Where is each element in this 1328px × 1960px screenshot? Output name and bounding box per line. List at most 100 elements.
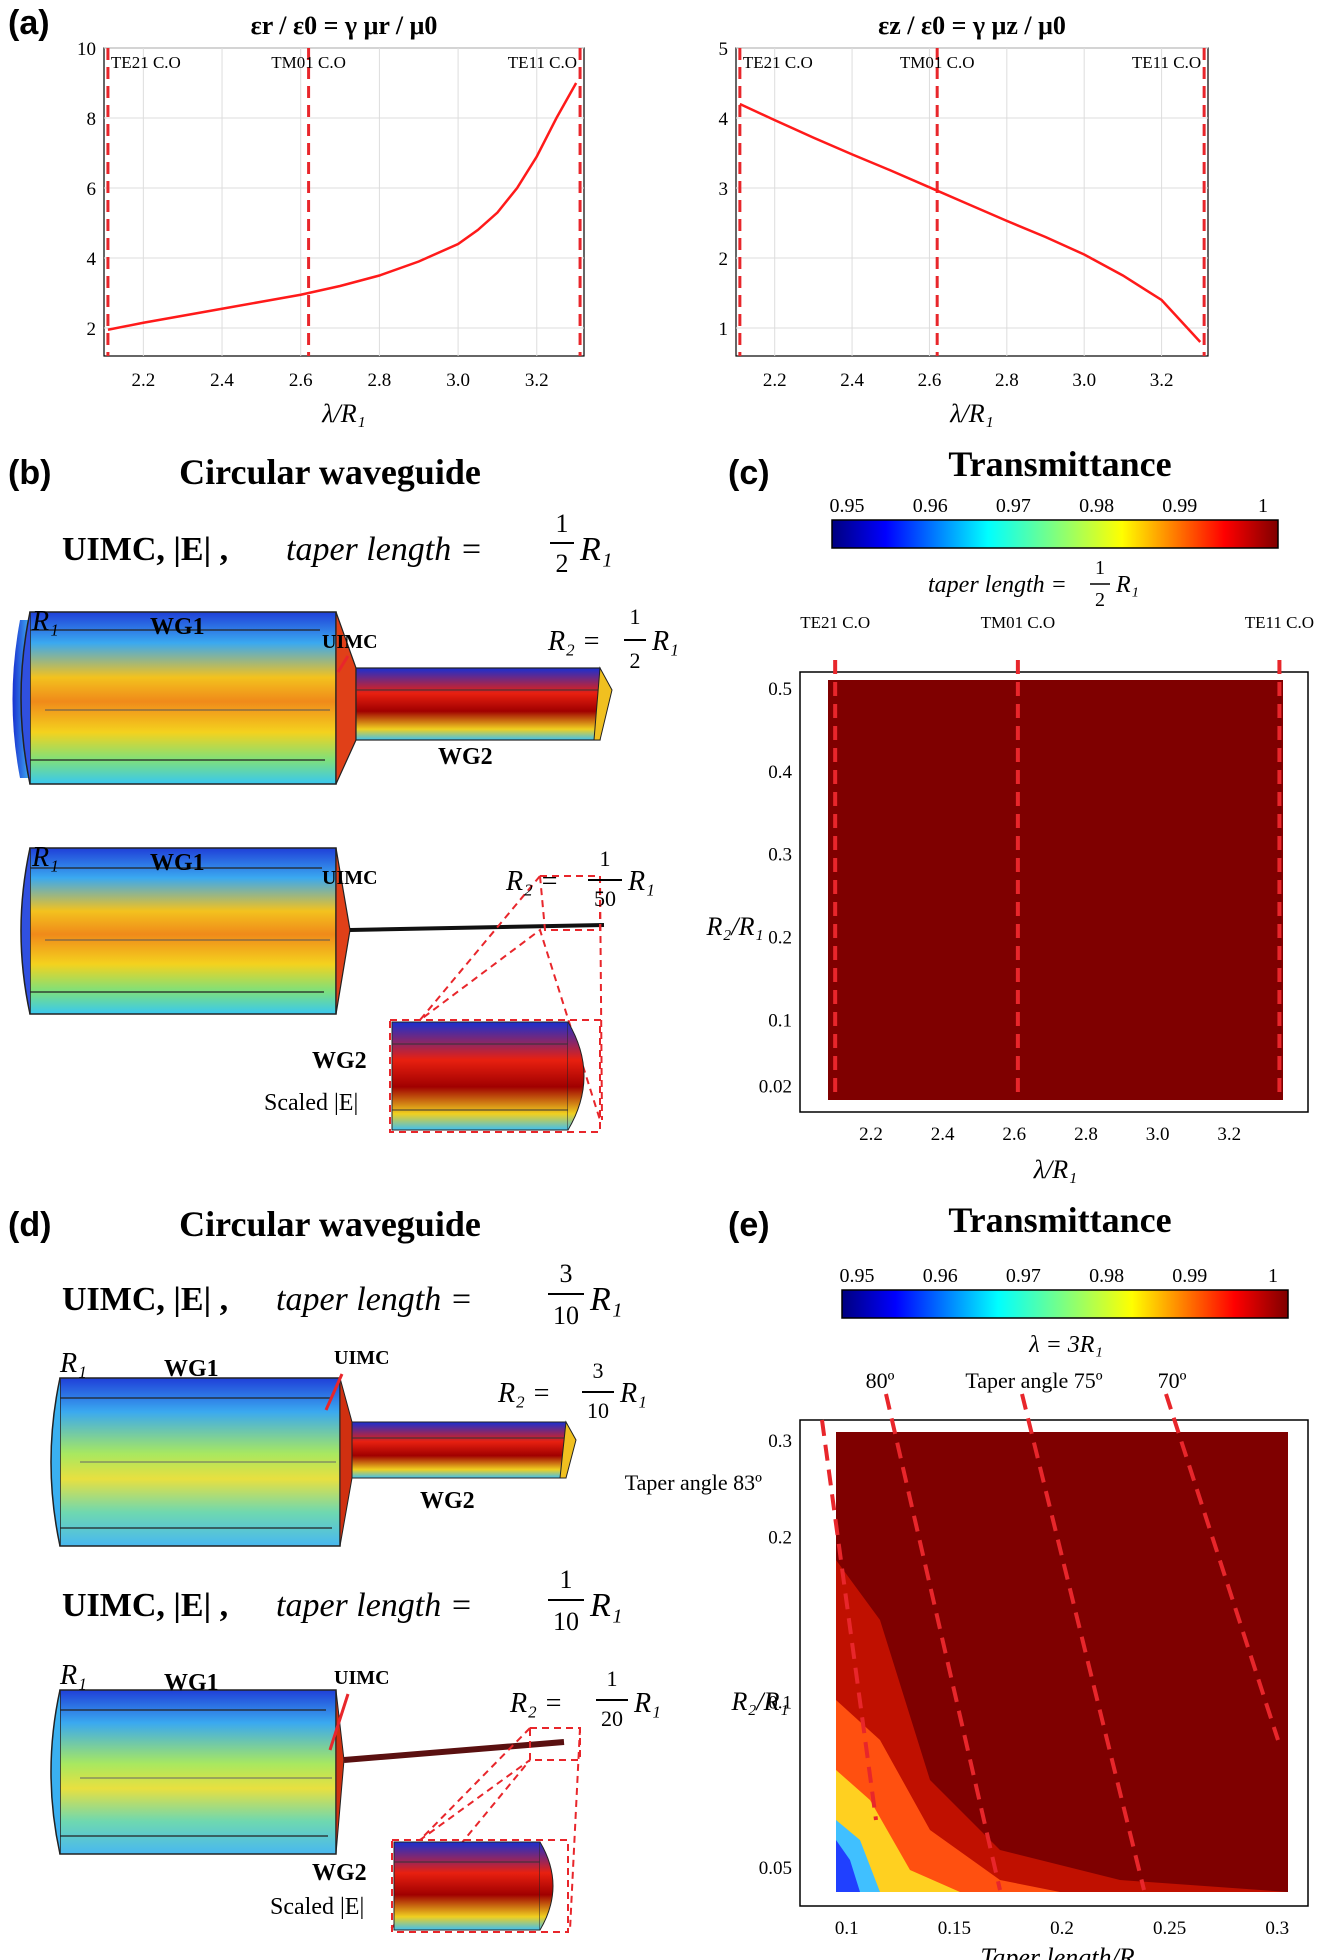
series-line xyxy=(107,82,578,331)
taper-angle-label: 70º xyxy=(1158,1368,1187,1393)
label-r1-b-top: R₁ xyxy=(31,606,59,637)
panel-d-sub2-expr: taper length = xyxy=(276,1587,473,1624)
uimc-arrow-d2 xyxy=(328,1693,350,1751)
cutoff-label: TE21 C.O xyxy=(743,53,813,72)
x-tick-label: 2.6 xyxy=(1002,1124,1026,1145)
panel-d-sub1: UIMC, |E| , xyxy=(62,1281,228,1318)
colorbar-tick-label: 0.97 xyxy=(1006,1265,1041,1287)
taper-angle-line xyxy=(1020,1393,1146,1891)
chart-title: εz / ε0 = γ μz / μ0 xyxy=(878,11,1066,40)
line-chart-epsilon-r: 2.2 2.4 2.6 2.8 3.0 3.2 2 4 6 8 10 εr / ε0 = γ μr /… xyxy=(77,11,585,428)
label-wg2-b-bottom: WG2 xyxy=(312,1048,367,1074)
x-tick-label: 3.2 xyxy=(525,370,549,391)
chart-title: εr / ε0 = γ μr / μ0 xyxy=(251,11,438,40)
y-axis-label: R₂/R₁ xyxy=(730,1687,788,1716)
colorbar-tick-label: 0.95 xyxy=(830,495,865,517)
r2-den-d-top: 10 xyxy=(587,1398,609,1423)
panel-letter-c: (c) xyxy=(728,454,770,492)
taper-angle-label: 80º xyxy=(866,1368,895,1393)
cutoff-label: TE11 C.O xyxy=(1132,53,1201,72)
panel-d-sub1-expr: taper length = xyxy=(276,1281,473,1318)
label-wg1-b-top: WG1 xyxy=(150,614,205,640)
y-tick-label: 0.05 xyxy=(759,1858,792,1879)
y-tick-label: 0.2 xyxy=(768,1527,792,1548)
y-tick-label: 5 xyxy=(719,39,729,60)
x-tick-label: 0.15 xyxy=(938,1918,971,1939)
label-wg1-d-bottom: WG1 xyxy=(164,1670,219,1696)
y-tick-label: 1 xyxy=(719,319,729,340)
x-tick-label: 3.2 xyxy=(1150,370,1174,391)
x-tick-label: 2.2 xyxy=(131,370,155,391)
cutoff-label: TE11 C.O xyxy=(1245,613,1314,632)
panel-c-title: Transmittance xyxy=(948,444,1171,484)
cutoff-label: TE21 C.O xyxy=(800,613,870,632)
cutoff-label: TE21 C.O xyxy=(111,53,181,72)
panel-d-title: Circular waveguide xyxy=(179,1204,481,1244)
cbar-c-tail: R₁ xyxy=(1115,572,1139,598)
x-tick-label: 3.0 xyxy=(1146,1124,1170,1145)
x-tick-label: 2.8 xyxy=(995,370,1019,391)
d-sub2-den: 10 xyxy=(553,1607,579,1636)
waveguide-d-bottom xyxy=(50,1689,581,1933)
heatmap-c: 2.2 2.4 2.6 2.8 3.0 3.2 0.02 0.1 0.2 0.3 0.4 0.5 λ/R… xyxy=(705,613,1314,1184)
colorbar-tick-label: 0.99 xyxy=(1162,495,1197,517)
panel-letter-b: (b) xyxy=(8,454,51,492)
series-line xyxy=(739,102,1202,343)
cbar-c-den: 2 xyxy=(1095,589,1105,611)
label-r2-b-bottom: R₂ = xyxy=(505,866,559,897)
x-tick-label: 0.25 xyxy=(1153,1918,1186,1939)
y-tick-label: 0.4 xyxy=(768,762,792,783)
r2-tail-d-bottom: R₁ xyxy=(633,1688,661,1719)
colorbar-tick-label: 0.99 xyxy=(1172,1265,1207,1287)
label-wg2-d-top: WG2 xyxy=(420,1488,475,1514)
label-wg2-b-top: WG2 xyxy=(438,744,493,770)
plot-frame xyxy=(735,47,1209,357)
d-sub1-tail: R₁ xyxy=(589,1281,623,1318)
cutoff-label: TM01 C.O xyxy=(271,53,346,72)
x-tick-label: 2.4 xyxy=(931,1124,955,1145)
panel-letter-d: (d) xyxy=(8,1206,51,1244)
waveguide-b-top xyxy=(12,611,613,785)
y-tick-label: 2 xyxy=(719,249,729,270)
d-sub2-num: 1 xyxy=(560,1565,573,1594)
taper-angle-label: Taper angle 75º xyxy=(965,1368,1102,1393)
taper-angle-line xyxy=(884,1393,1002,1891)
label-r2-d-top: R₂ = xyxy=(497,1378,551,1409)
y-axis-label: R₂/R₁ xyxy=(705,912,763,941)
panel-letter-e: (e) xyxy=(728,1206,770,1244)
heatmap-e: 0.1 0.15 0.2 0.25 0.3 0.05 0.1 0.2 0.3 Taper leng… xyxy=(625,1368,1309,1960)
y-tick-label: 4 xyxy=(87,249,97,270)
x-axis-label: λ/R₁ xyxy=(321,399,365,428)
label-scaled-b: Scaled |E| xyxy=(264,1090,358,1116)
label-uimc-d-top: UIMC xyxy=(334,1347,390,1369)
colorbar-tick-label: 1 xyxy=(1258,495,1268,517)
label-scaled-d: Scaled |E| xyxy=(270,1894,364,1920)
r2-tail-d-top: R₁ xyxy=(619,1378,647,1409)
x-tick-label: 2.6 xyxy=(918,370,942,391)
y-tick-label: 0.1 xyxy=(768,1010,792,1031)
colorbar-c-ticks: 0.95 0.96 0.97 0.98 0.99 1 xyxy=(830,495,1269,517)
colorbar-tick-label: 0.98 xyxy=(1079,495,1114,517)
x-axis-label: Taper length/R₁ xyxy=(980,1943,1143,1960)
label-wg1-b-bottom: WG1 xyxy=(150,850,205,876)
x-tick-label: 2.8 xyxy=(368,370,392,391)
x-tick-label: 2.6 xyxy=(289,370,313,391)
colorbar-tick-label: 1 xyxy=(1268,1265,1278,1287)
label-r2-b-top: R₂ = xyxy=(547,626,601,657)
x-tick-label: 2.4 xyxy=(210,370,234,391)
line-chart-epsilon-z: 2.2 2.4 2.6 2.8 3.0 3.2 1 2 3 4 5 εz / ε0 = γ μz / … xyxy=(719,11,1209,428)
r2-den-b-bottom: 50 xyxy=(594,886,616,911)
panel-b-title: Circular waveguide xyxy=(179,452,481,492)
r2-num-d-top: 3 xyxy=(593,1358,604,1383)
label-uimc-b-top: UIMC xyxy=(322,631,378,653)
panel-e-title: Transmittance xyxy=(948,1200,1171,1240)
y-tick-label: 0.5 xyxy=(768,679,792,700)
uimc-arrow-d xyxy=(324,1373,344,1411)
y-tick-label: 2 xyxy=(87,319,97,340)
plot-frame xyxy=(103,47,585,357)
colorbar-tick-label: 0.96 xyxy=(913,495,948,517)
waveguide-b-bottom xyxy=(20,847,605,1133)
cutoff-label: TE11 C.O xyxy=(508,53,577,72)
y-tick-label: 0.1 xyxy=(768,1693,792,1714)
colorbar-c xyxy=(831,519,1279,549)
